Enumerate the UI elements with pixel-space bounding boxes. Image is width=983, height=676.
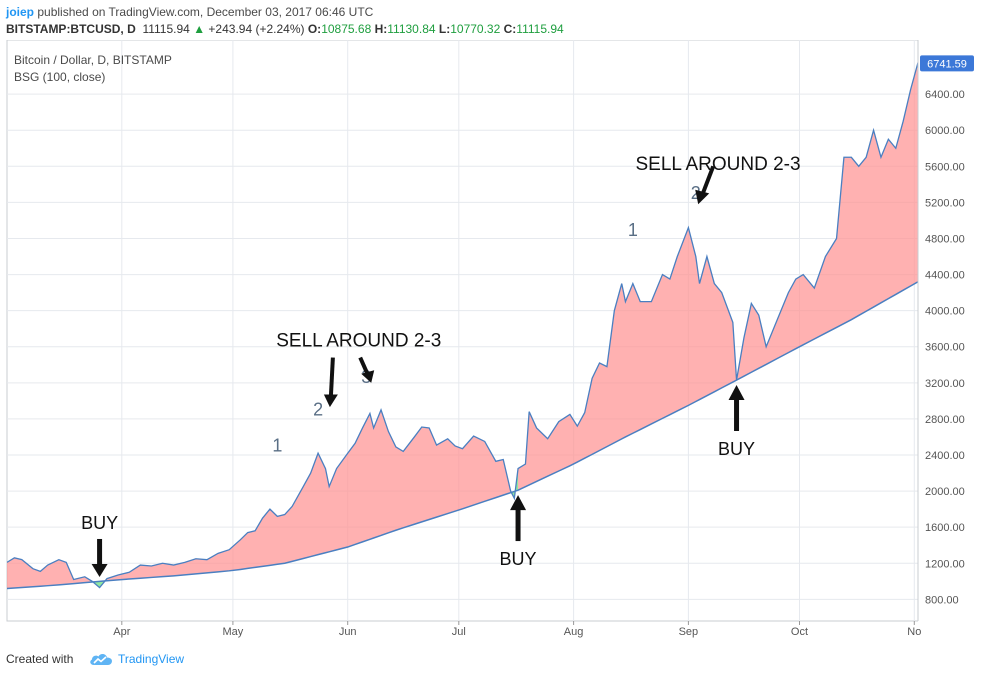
time-tick-label: Jul: [452, 626, 466, 638]
price-tick-label: 4000.00: [925, 306, 965, 318]
annotation-label: BUY: [718, 439, 755, 459]
price-tick-label: 6400.00: [925, 89, 965, 101]
price-tick-label: 5600.00: [925, 161, 965, 173]
price-tick-label: 3200.00: [925, 378, 965, 390]
annotations: BUY BUY BUY SELL AROUND 2-3 SELL AROUND 2-3 1…: [81, 154, 801, 577]
price-tick-label: 4400.00: [925, 270, 965, 282]
close-label: C:: [503, 22, 517, 36]
last-price-label: 6741.59: [927, 58, 967, 70]
arrow-head-icon: [510, 495, 527, 511]
wave-count-label: 2: [313, 399, 323, 419]
price-axis-labels: 6400.00 6000.00 5600.00 5200.00 4800.00 4400.…: [925, 89, 965, 606]
time-tick-label: Oct: [791, 626, 808, 638]
symbol-label[interactable]: BITSTAMP:BTCUSD, D: [6, 22, 136, 36]
arrow-head-icon: [695, 189, 710, 205]
change-up-icon: ▲: [193, 22, 206, 36]
sell-arrow-icon: [328, 357, 335, 397]
annotation-label: BUY: [81, 513, 118, 533]
low-label: L:: [438, 22, 451, 36]
sell-arrow-icon: [701, 165, 716, 194]
plot-layer: [7, 62, 918, 590]
bsg-baseline-line: [7, 281, 918, 590]
time-tick-label: Aug: [564, 626, 584, 638]
author-link[interactable]: joiep: [6, 5, 35, 19]
time-tick-label: Apr: [113, 626, 130, 638]
price-tick-label: 4800.00: [925, 233, 965, 245]
publish-info: joiep published on TradingView.com, Dece…: [6, 5, 373, 19]
plot-area[interactable]: [6, 40, 919, 622]
last-price-marker: 6741.59: [920, 55, 974, 72]
ohlc-bar: BITSTAMP:BTCUSD, D 11115.94 ▲ +243.94 (+…: [6, 22, 564, 36]
tradingview-cloud-icon[interactable]: [88, 650, 114, 668]
arrow-head-icon: [323, 394, 338, 408]
price-line[interactable]: [7, 62, 918, 589]
open-value: 10875.68: [321, 22, 372, 36]
close-value: 11115.94: [516, 22, 564, 36]
high-label: H:: [374, 22, 388, 36]
footer: Created with TradingView: [0, 640, 983, 676]
chart-title: Bitcoin / Dollar, D, BITSTAMP: [14, 53, 172, 67]
chart-header: joiep published on TradingView.com, Dece…: [0, 0, 983, 40]
low-value: 10770.32: [450, 22, 501, 36]
annotation-label: SELL AROUND 2-3: [276, 331, 441, 352]
time-axis-labels: Apr May Jun Jul Aug Sep Oct No: [113, 621, 921, 638]
time-tick-label: No: [907, 626, 921, 638]
wave-count-label: 1: [272, 435, 282, 455]
wave-count-label: 2: [691, 183, 701, 203]
price-tick-label: 3600.00: [925, 342, 965, 354]
arrow-head-icon: [361, 370, 375, 383]
deviation-fill: [7, 62, 918, 589]
price-tick-label: 5200.00: [925, 197, 965, 209]
annotation-label: SELL AROUND 2-3: [635, 154, 800, 175]
high-value: 11130.84: [387, 22, 436, 36]
price-change: +243.94 (+2.24%): [208, 22, 305, 36]
price-tick-label: 2400.00: [925, 450, 965, 462]
price-tick-label: 2000.00: [925, 486, 965, 498]
last-price-badge: [920, 55, 974, 72]
annotation-label: BUY: [500, 549, 537, 569]
time-tick-label: May: [223, 626, 244, 638]
indicator-label: BSG (100, close): [14, 70, 105, 84]
price-tick-label: 1600.00: [925, 522, 965, 534]
price-tick-label: 800.00: [925, 594, 959, 606]
price-tick-label: 1200.00: [925, 558, 965, 570]
price-tick-label: 6000.00: [925, 125, 965, 137]
open-label: O:: [307, 22, 322, 36]
time-tick-label: Jun: [339, 626, 357, 638]
arrow-head-icon: [91, 563, 108, 577]
publish-text: published on TradingView.com, December 0…: [37, 5, 374, 19]
last-price: 11115.94: [142, 22, 190, 36]
arrow-head-icon: [728, 385, 745, 400]
created-with-text: Created with: [6, 652, 74, 666]
price-chart[interactable]: 6400.00 6000.00 5600.00 5200.00 4800.00 4400.…: [0, 40, 983, 640]
price-axis[interactable]: [918, 40, 983, 640]
below-baseline-fill: [92, 578, 107, 588]
time-tick-label: Sep: [679, 626, 699, 638]
tradingview-brand-link[interactable]: TradingView: [118, 652, 185, 666]
price-tick-label: 2800.00: [925, 414, 965, 426]
wave-count-label: 1: [628, 220, 638, 240]
